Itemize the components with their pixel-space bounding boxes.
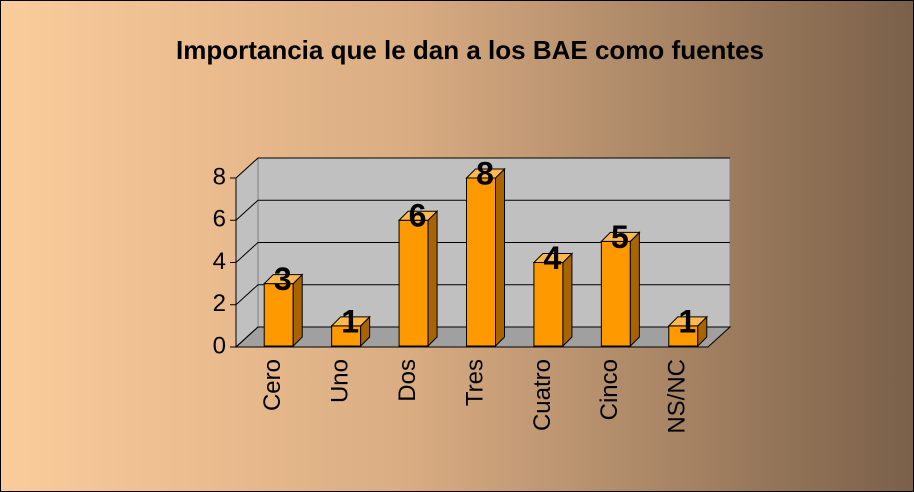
y-tick-label: 8 [213, 163, 226, 190]
bar [263, 273, 304, 348]
bar [465, 167, 506, 348]
bar [397, 210, 439, 348]
x-tick-label: Uno [326, 359, 353, 403]
grid-line [235, 157, 730, 179]
value-label: 1 [341, 303, 359, 339]
bar-top [667, 316, 708, 327]
value-label: 8 [476, 155, 494, 191]
value-label: 5 [611, 219, 629, 255]
bar [667, 315, 708, 348]
grid-line [235, 326, 730, 348]
bar-side [562, 252, 573, 348]
x-tick-label: Cuatro [529, 359, 556, 431]
bar [600, 231, 641, 348]
value-label: 3 [274, 261, 292, 297]
x-tick-label: Tres [461, 359, 488, 406]
bar-top [397, 210, 439, 221]
bar-front [466, 177, 496, 347]
y-tick-label: 4 [213, 248, 226, 275]
bar-top [465, 168, 506, 179]
value-label: 6 [409, 198, 427, 234]
grid-line [235, 199, 730, 221]
bar-top [600, 231, 641, 242]
value-label: 4 [544, 240, 562, 276]
bar-top [263, 274, 304, 285]
bar [532, 252, 574, 348]
bar-top [330, 316, 371, 327]
chart-title: Importancia que le dan a los BAE como fu… [175, 35, 764, 65]
x-tick-label: Cero [259, 359, 286, 411]
bar-side [495, 167, 505, 348]
grid-line [235, 284, 730, 306]
x-tick-label: Cinco [596, 359, 623, 420]
bar-side [629, 231, 640, 348]
bar-front [398, 219, 429, 347]
bar-side [292, 273, 303, 348]
x-tick-label: Dos [394, 359, 421, 402]
x-tick-label: NS/NC [664, 359, 691, 434]
grid-line [235, 242, 730, 263]
y-tick-label: 6 [213, 206, 226, 233]
y-tick-label: 0 [213, 332, 226, 359]
bar-front [600, 240, 631, 347]
y-tick-label: 2 [213, 290, 226, 317]
value-label: 1 [678, 303, 696, 339]
bar-side [427, 210, 438, 348]
bar-top [532, 253, 574, 263]
bar [330, 315, 371, 348]
